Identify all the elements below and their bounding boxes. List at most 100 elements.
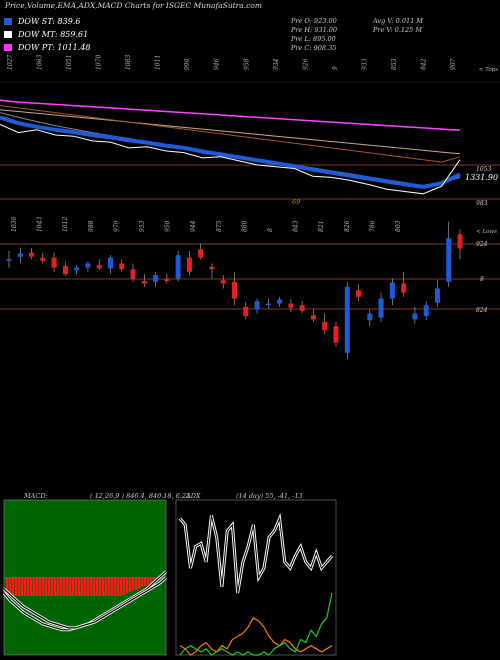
macd-histogram-bar xyxy=(123,578,126,595)
ema-series-line xyxy=(0,99,461,132)
right-label: 1053 xyxy=(476,166,491,173)
macd-histogram-bar xyxy=(129,578,132,593)
price-ema-panel: 1027 1063 1051 1070 1063 1011 990 946 958 934 926 9… xyxy=(0,55,500,207)
ema-series-line xyxy=(0,105,461,163)
candle-body xyxy=(51,257,57,268)
legend-dow-pt: DOW PT: 1011.48 xyxy=(4,43,91,52)
macd-histogram-bar xyxy=(111,578,114,596)
macd-histogram-bar xyxy=(126,578,129,594)
macd-histogram-bar xyxy=(147,578,150,585)
macd-histogram-bar xyxy=(93,578,96,596)
top-tick-label: 1011 xyxy=(155,55,162,70)
low-tick-label: 786 xyxy=(369,220,376,232)
candle-body xyxy=(322,321,328,331)
top-tick-label: 926 xyxy=(302,58,309,70)
candle-body xyxy=(141,280,147,284)
macd-panel xyxy=(2,499,167,656)
candle-body xyxy=(423,305,429,317)
adx-panel xyxy=(175,499,337,656)
candle-body xyxy=(74,267,80,271)
candle-body xyxy=(265,303,271,306)
macd-background xyxy=(3,499,167,656)
candle-body xyxy=(389,282,395,299)
low-tick-label: 1036 xyxy=(11,217,18,232)
right-label: 8 xyxy=(480,276,484,283)
legend-dow-st-label: DOW ST: 839.6 xyxy=(18,17,81,26)
info-avg-volume: Avg V: 0.011 M xyxy=(373,17,423,25)
low-tick-label: 875 xyxy=(216,220,223,232)
right-label: 824 xyxy=(476,307,488,314)
candle-body xyxy=(107,257,113,269)
candle-body xyxy=(119,263,125,270)
low-tick-label: 979 xyxy=(113,220,120,232)
candle-body xyxy=(17,253,23,257)
macd-histogram-bar xyxy=(135,578,138,590)
candle-body xyxy=(243,306,249,317)
macd-histogram-bar xyxy=(51,578,54,596)
low-tick-label: 950 xyxy=(165,220,172,232)
right-label: 983 xyxy=(476,200,488,207)
lows-caption: < Lows xyxy=(476,229,497,235)
macd-histogram-bar xyxy=(36,578,39,596)
candle-body xyxy=(288,303,294,308)
macd-histogram-bar xyxy=(114,578,117,596)
candle-body xyxy=(401,283,407,293)
candle-body xyxy=(209,266,215,270)
candle-panel: 1036 1043 1012 988 979 953 950 944 875 880 8 843 821… xyxy=(0,217,500,360)
macd-histogram-bar xyxy=(120,578,123,596)
candle-body xyxy=(344,286,350,353)
top-tick-label: 958 xyxy=(243,58,250,70)
low-tick-label: 826 xyxy=(344,220,351,232)
macd-histogram-bar xyxy=(132,578,135,591)
top-tick-label: 9 xyxy=(332,66,339,70)
tops-caption: < Tops xyxy=(479,67,498,73)
macd-histogram-bar xyxy=(12,578,15,596)
macd-histogram-bar xyxy=(69,578,72,596)
candle-body xyxy=(457,234,463,249)
candle-body xyxy=(356,290,362,297)
macd-histogram-bar xyxy=(105,578,108,596)
top-tick-label: 853 xyxy=(391,58,398,70)
legend-swatch-blue xyxy=(4,18,12,25)
macd-histogram-bar xyxy=(96,578,99,596)
top-tick-label: 1027 xyxy=(7,55,14,70)
macd-histogram-bar xyxy=(153,578,156,582)
right-label: 924 xyxy=(476,241,488,248)
info-prev-high: Pre H: 931.00 xyxy=(291,26,338,34)
info-prev-close: Pre C: 908.35 xyxy=(291,44,337,52)
macd-histogram-bar xyxy=(99,578,102,596)
macd-histogram-bar xyxy=(39,578,42,596)
macd-histogram-bar xyxy=(117,578,120,596)
candle-body xyxy=(198,249,204,258)
legend-dow-st: DOW ST: 839.6 xyxy=(4,17,80,26)
macd-histogram-bar xyxy=(102,578,105,596)
candle-body xyxy=(96,265,102,269)
top-tick-label: 842 xyxy=(420,58,427,70)
right-label-price: 1331.90 xyxy=(465,173,498,182)
macd-histogram-bar xyxy=(15,578,18,596)
top-tick-label: 1070 xyxy=(96,55,103,70)
macd-histogram-bar xyxy=(108,578,111,596)
chart-title: Price,Volume,EMA,ADX,MACD Charts for ISG… xyxy=(5,1,262,10)
low-tick-label: 803 xyxy=(395,220,402,232)
candle-body xyxy=(333,326,339,343)
adx-background xyxy=(175,499,337,656)
chart-title-site: SGEC MunafaSutra.com xyxy=(168,1,262,10)
adx-di-line xyxy=(179,616,333,656)
macd-histogram-bar xyxy=(42,578,45,596)
macd-histogram-bar xyxy=(30,578,33,596)
macd-histogram-bar xyxy=(33,578,36,596)
legend-swatch-magenta xyxy=(4,44,12,51)
adx-line xyxy=(179,515,333,594)
candle-body xyxy=(220,280,226,284)
low-label: 69 xyxy=(292,198,300,206)
candle-body xyxy=(299,305,305,312)
low-tick-label: 944 xyxy=(190,220,197,232)
macd-histogram-bar xyxy=(27,578,30,596)
candle-body xyxy=(378,298,384,318)
macd-line xyxy=(3,577,167,629)
top-tick-label: 990 xyxy=(184,58,191,70)
legend-swatch-white xyxy=(4,31,12,38)
candle-body xyxy=(6,259,12,261)
